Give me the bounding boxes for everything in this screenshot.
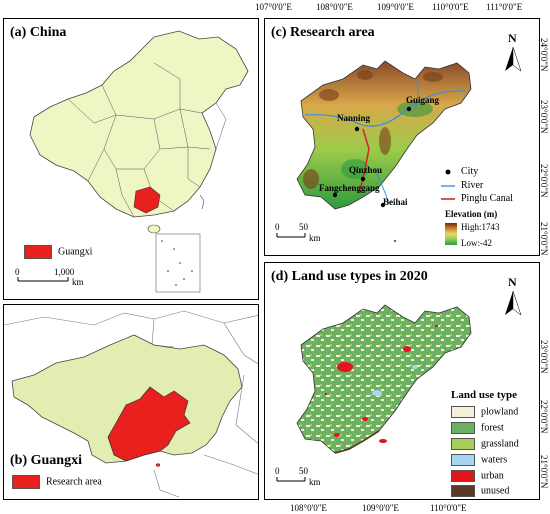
- legend-waters: waters: [451, 454, 507, 466]
- right-coord-22b: 22°0'0"N: [539, 400, 549, 434]
- panel-land-use: (d) Land use types in 2020: [264, 262, 540, 500]
- forest-label: forest: [481, 422, 504, 434]
- research-area-legend-label: Research area: [46, 476, 102, 488]
- right-coord-23b: 23°0'0"N: [539, 340, 549, 374]
- right-coord-24: 24°0'0"N: [539, 38, 549, 72]
- panel-guangxi: (b) Guangxi Research area: [3, 304, 259, 500]
- panel-research-title: (c) Research area: [271, 25, 375, 40]
- top-coord-110: 110°0'0"E: [432, 2, 469, 12]
- elevation-high: High:1743: [461, 222, 500, 232]
- elevation-low: Low:-42: [461, 238, 492, 248]
- panel-guangxi-legend: Research area: [12, 475, 102, 489]
- waters-swatch: [451, 454, 475, 466]
- legend-unused: unused: [451, 485, 509, 497]
- research-area-swatch: [12, 475, 40, 489]
- city-beihai: Beihai: [383, 197, 408, 207]
- land-scale-right: 50: [299, 466, 308, 476]
- legend-city: City: [461, 166, 479, 177]
- land-use-legend-title: Land use type: [451, 389, 518, 401]
- city-nanning: Nanning: [337, 113, 371, 123]
- urban-label: urban: [481, 470, 504, 482]
- land-scale-left: 0: [275, 466, 280, 476]
- panel-guangxi-title: (b) Guangxi: [10, 453, 82, 468]
- grassland-label: grassland: [481, 438, 519, 450]
- legend-forest: forest: [451, 422, 504, 434]
- legend-urban: urban: [451, 470, 504, 482]
- china-scale-right: 1,000: [54, 267, 75, 277]
- right-coord-21: 21°0'0"N: [539, 222, 549, 256]
- research-area-map: [276, 46, 522, 245]
- guangxi-legend-label: Guangxi: [58, 246, 93, 258]
- unused-label: unused: [481, 485, 510, 497]
- city-fangchenggang: Fangchenggang: [319, 183, 380, 193]
- bottom-coord-109: 109°0'0"E: [362, 503, 399, 513]
- right-coord-22: 22°0'0"N: [539, 164, 549, 198]
- china-map: [17, 30, 249, 293]
- top-coord-107: 107°0'0"E: [255, 2, 292, 12]
- bottom-coord-108: 108°0'0"E: [290, 503, 327, 513]
- city-qinzhou: Qinzhou: [349, 165, 383, 175]
- top-coord-111: 111°0'0"E: [486, 2, 523, 12]
- panel-china: (a) China Guangxi 0 1,000: [3, 18, 259, 300]
- urban-swatch: [451, 470, 475, 482]
- china-scale-unit: km: [72, 277, 84, 287]
- unused-swatch: [451, 485, 475, 497]
- research-scale-right: 50: [299, 222, 308, 232]
- elevation-title: Elevation (m): [445, 209, 498, 219]
- land-use-map: [276, 290, 522, 482]
- forest-swatch: [451, 422, 475, 434]
- north-arrow-d: N: [508, 275, 517, 289]
- top-coord-108: 108°0'0"E: [316, 2, 353, 12]
- plowland-label: plowland: [481, 406, 519, 418]
- guangxi-map: [4, 310, 258, 498]
- research-scale-unit: km: [309, 233, 321, 243]
- panel-china-legend: Guangxi: [24, 245, 92, 259]
- top-coord-109: 109°0'0"E: [377, 2, 414, 12]
- waters-label: waters: [481, 454, 508, 466]
- panel-land-use-title: (d) Land use types in 2020: [271, 269, 428, 284]
- plowland-swatch: [451, 406, 475, 418]
- grassland-swatch: [451, 438, 475, 450]
- right-coord-21b: 21°0'0"N: [539, 455, 549, 489]
- china-scale-left: 0: [15, 267, 20, 277]
- research-scale-left: 0: [275, 222, 280, 232]
- legend-canal: Pinglu Canal: [461, 193, 513, 204]
- panel-china-title: (a) China: [10, 25, 67, 40]
- bottom-coord-110: 110°0'0"E: [430, 503, 467, 513]
- right-coord-23: 23°0'0"N: [539, 100, 549, 134]
- city-guigang: Guigang: [406, 95, 440, 105]
- legend-grassland: grassland: [451, 438, 519, 450]
- guangxi-swatch: [24, 245, 52, 259]
- land-scale-unit: km: [309, 477, 321, 487]
- panel-research-area: (c) Research area: [264, 18, 540, 256]
- north-arrow-c: N: [508, 31, 517, 45]
- legend-river: River: [461, 180, 484, 191]
- legend-plowland: plowland: [451, 406, 518, 418]
